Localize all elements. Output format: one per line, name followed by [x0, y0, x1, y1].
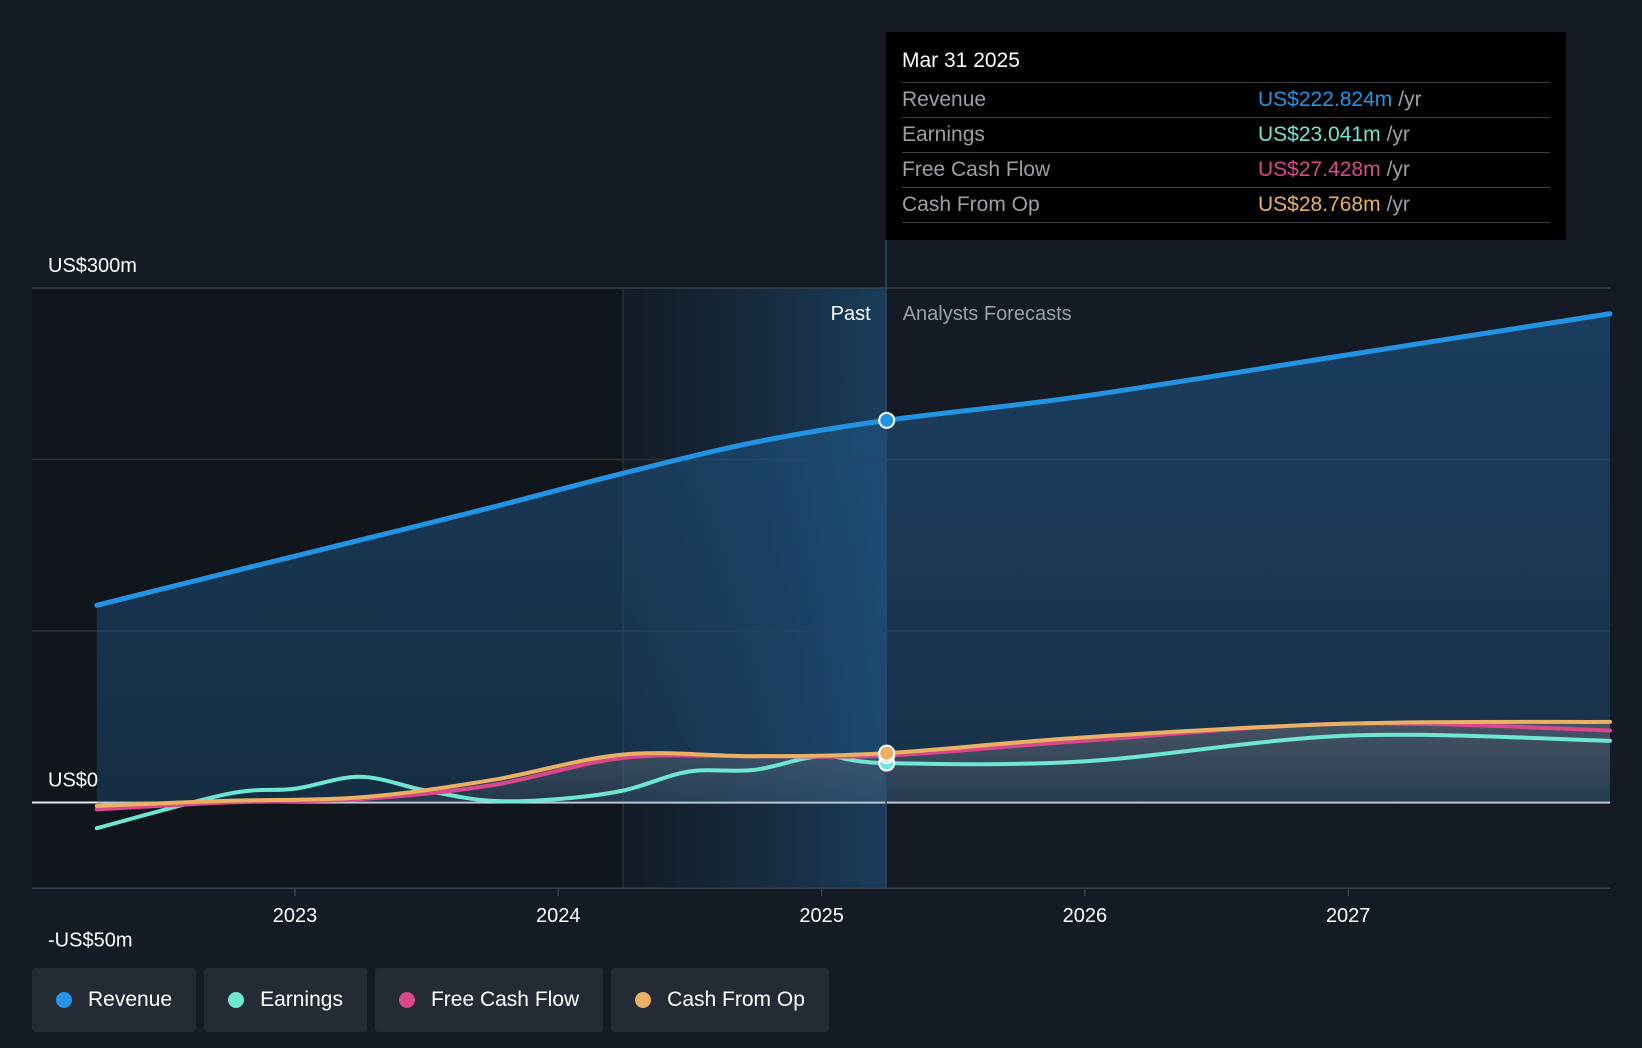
tooltip-row-cash-from-op: Cash From Op US$28.768m/yr	[902, 187, 1550, 223]
y-tick-label: US$300m	[48, 255, 137, 277]
tooltip-unit: /yr	[1398, 88, 1422, 111]
tooltip-unit: /yr	[1386, 193, 1410, 216]
tooltip-value-text: US$27.428m	[1258, 158, 1381, 181]
data-point-marker	[878, 744, 896, 762]
tooltip-label: Revenue	[902, 88, 987, 111]
tooltip-value: US$222.824m/yr	[1258, 83, 1422, 117]
x-tick-label: 2025	[799, 905, 844, 927]
tooltip-value-text: US$28.768m	[1258, 193, 1381, 216]
past-label: Past	[831, 303, 871, 325]
legend: Revenue Earnings Free Cash Flow Cash Fro…	[32, 968, 829, 1032]
tooltip-row-revenue: Revenue US$222.824m/yr	[902, 82, 1550, 117]
tooltip-row-free-cash-flow: Free Cash Flow US$27.428m/yr	[902, 152, 1550, 187]
y-tick-label: US$0	[48, 770, 98, 792]
x-tick-label: 2026	[1063, 905, 1108, 927]
cash-from-op-area	[96, 721, 1610, 806]
legend-dot-icon	[398, 992, 415, 1008]
tooltip-unit: /yr	[1386, 158, 1410, 181]
legend-label: Free Cash Flow	[430, 988, 580, 1011]
tooltip-row-earnings: Earnings US$23.041m/yr	[902, 117, 1550, 152]
legend-label: Revenue	[88, 988, 173, 1011]
tooltip-unit: /yr	[1386, 123, 1410, 146]
x-tick-label: 2027	[1326, 905, 1371, 927]
series-line-revenue	[94, 311, 1613, 608]
tooltip-value-text: US$23.041m	[1258, 123, 1381, 146]
tooltip-value: US$23.041m/yr	[1258, 118, 1410, 152]
tooltip-label: Free Cash Flow	[902, 158, 1051, 181]
revenue-area	[96, 313, 1610, 803]
forecast-label: Analysts Forecasts	[903, 303, 1072, 325]
tooltip-date: Mar 31 2025	[902, 49, 1020, 72]
series-line-earnings	[94, 732, 1612, 831]
legend-dot-icon	[228, 992, 245, 1008]
legend-item-earnings[interactable]: Earnings	[204, 968, 367, 1032]
tooltip-value: US$28.768m/yr	[1258, 188, 1410, 222]
data-point-marker	[878, 411, 896, 429]
tooltip: Mar 31 2025 Revenue US$222.824m/yr Earni…	[886, 32, 1566, 240]
tooltip-label: Earnings	[902, 123, 985, 146]
tooltip-value: US$27.428m/yr	[1258, 153, 1410, 187]
x-tick-label: 2023	[273, 905, 318, 927]
tooltip-value-text: US$222.824m	[1258, 88, 1393, 111]
series-line-cash-from-op	[94, 719, 1612, 808]
legend-label: Earnings	[260, 988, 343, 1011]
legend-dot-icon	[635, 992, 652, 1008]
legend-item-cash-from-op[interactable]: Cash From Op	[611, 968, 829, 1032]
tooltip-label: Cash From Op	[902, 193, 1040, 216]
y-tick-label: -US$50m	[48, 929, 132, 951]
legend-label: Cash From Op	[667, 988, 805, 1011]
x-tick-label: 2024	[536, 905, 581, 927]
legend-item-free-cash-flow[interactable]: Free Cash Flow	[374, 968, 604, 1032]
legend-item-revenue[interactable]: Revenue	[32, 968, 197, 1032]
legend-dot-icon	[56, 992, 72, 1008]
